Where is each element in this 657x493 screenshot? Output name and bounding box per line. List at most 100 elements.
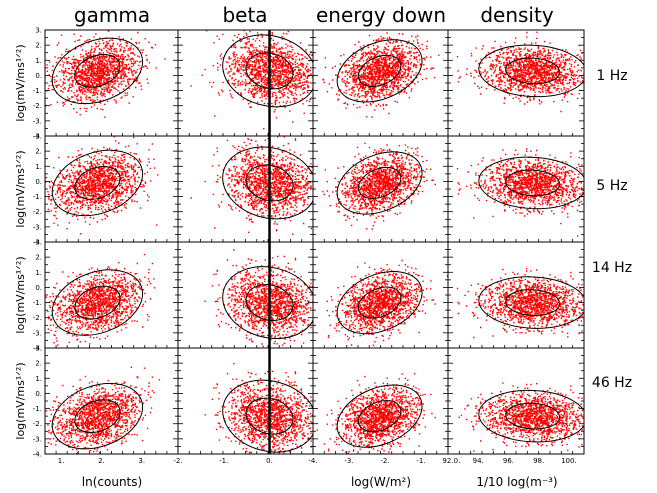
panel [447,241,585,349]
row-label-5hz: 5 Hz [596,178,627,194]
y-tick-label: 0. [35,178,42,186]
column-title-beta: beta [222,3,267,27]
panel [177,241,314,349]
panel-frame [177,29,314,137]
outer-contour [222,34,313,108]
y-tick-label: -2. [33,208,42,216]
y-tick-label: 3. [35,27,42,35]
scatter-points [45,366,161,454]
scatter-point-cloud [45,253,156,348]
row-labels: 1 Hz 5 Hz 14 Hz 46 Hz [592,68,632,391]
y-tick-label: 2. [35,42,42,50]
x-tick-label: -4. [308,457,317,465]
panel [312,135,449,243]
y-tick-label: -1. [33,299,42,307]
inner-contour [74,285,121,320]
column-title-energy-down: energy down [316,3,446,27]
y-tick-label: -3. [33,223,42,231]
y-axis-label: log(mV/ms¹ᐟ²) [14,256,27,333]
panel [44,135,179,243]
y-tick-label: 3. [35,345,42,353]
inner-contour [357,286,402,319]
y-axis-label: log(mV/ms¹ᐟ²) [14,362,27,439]
panel [312,29,449,137]
y-tick-label: -1. [33,193,42,201]
outer-contour [51,382,144,450]
scatter-points [456,31,584,113]
x-tick-label: 3. [138,457,145,465]
inner-contour [245,284,294,322]
column-title-gamma: gamma [74,3,150,27]
outer-contour [478,44,584,98]
inner-contour [357,166,402,199]
y-tick-label: 3. [35,239,42,247]
x-tick-label: -1. [219,457,228,465]
outer-contour [51,149,144,217]
outer-contour [336,39,423,103]
x-label-gamma: ln(counts) [82,475,142,489]
y-tick-label: -3. [33,329,42,337]
y-tick-label: 0. [35,390,42,398]
x-tick-label: 1. [58,457,65,465]
row-label-46hz: 46 Hz [592,375,632,391]
panels: log(mV/ms¹ᐟ²) 3. 2. 1. 0. -1. -2. -3. -4. log(mV/… [14,27,585,465]
scatter-point-cloud [326,259,448,348]
scatter-points [322,142,436,230]
scatter-point-cloud [316,373,448,454]
y-tick-label: 2. [35,148,42,156]
outer-contour [222,379,313,453]
inner-contour [357,54,402,87]
y-tick-label: -2. [33,102,42,110]
y-tick-label: -3. [33,435,42,443]
x-tick-label: 96. [503,457,514,465]
x-tick-label: 98. [533,457,544,465]
x-tick-label: 2. [98,457,105,465]
scatter-point-cloud [45,136,159,242]
x-tick-label: 0. [266,457,273,465]
scatter-point-cloud [322,142,436,230]
y-tick-label: 2. [35,360,42,368]
y-tick-label: -2. [33,420,42,428]
y-tick-label: 1. [35,269,42,277]
panel-frame [44,241,179,349]
scatter-points [190,136,313,242]
inner-contour [74,54,121,88]
scatter-point-cloud [45,30,166,118]
x-tick-label: -1. [416,457,425,465]
scatter-point-cloud [190,136,313,242]
y-axis-label: log(mV/ms¹ᐟ²) [14,44,27,121]
panel [447,347,585,455]
scatter-point-cloud [45,366,161,454]
inner-contour [245,397,294,435]
scatter-point-cloud [458,382,584,452]
y-tick-label: 2. [35,254,42,262]
y-tick-label: 0. [35,72,42,80]
y-tick-label: -1. [33,87,42,95]
panel-frame [44,135,179,243]
scatter-points [45,30,166,118]
scatter-points [45,136,159,242]
panel [312,241,449,349]
scatter-point-cloud [190,30,313,130]
x-tick-label: 92. [442,457,453,465]
scatter-points [326,259,448,348]
outer-contour [478,156,584,210]
x-axis-labels: ln(counts) log(W/m²) 1/10 log(m⁻³) [82,475,558,489]
outer-contour [478,389,584,443]
panel [312,347,449,455]
x-label-energy-down: log(W/m²) [351,475,411,489]
scatter-points [45,253,156,348]
outer-contour [478,276,584,329]
y-tick-label: -4. [33,133,42,141]
scatter-point-cloud [456,148,584,237]
scatter-point-cloud [456,267,584,339]
inner-contour [505,402,561,430]
x-tick-label: 0. [454,457,461,465]
column-title-density: density [480,3,553,27]
y-tick-label: -3. [33,117,42,125]
y-axis-label: log(mV/ms¹ᐟ²) [14,150,27,227]
outer-contour [222,266,313,339]
scatter-points [190,30,313,130]
scatter-points [204,362,313,454]
